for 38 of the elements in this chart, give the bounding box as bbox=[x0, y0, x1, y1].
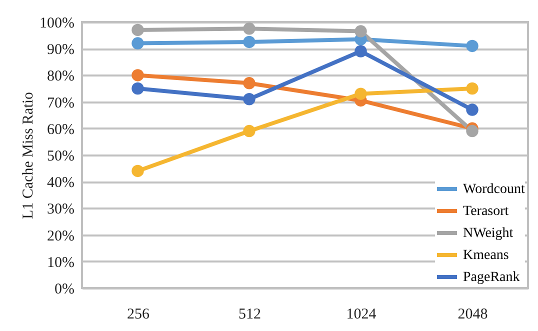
point bbox=[243, 22, 256, 35]
point bbox=[132, 37, 144, 50]
y-tick-label: 40% bbox=[47, 175, 74, 192]
y-tick-label: 20% bbox=[47, 228, 74, 244]
legend-label: PageRank bbox=[463, 270, 520, 285]
point bbox=[354, 45, 367, 58]
y-tick-label: 50% bbox=[47, 148, 74, 164]
point bbox=[243, 124, 256, 138]
point bbox=[466, 104, 478, 116]
point bbox=[132, 69, 144, 82]
y-tick-label: 100% bbox=[40, 16, 74, 32]
point bbox=[132, 24, 144, 36]
y-tick-label: 90% bbox=[47, 42, 74, 58]
point bbox=[243, 93, 256, 106]
y-tick-label: 70% bbox=[47, 95, 74, 112]
point bbox=[466, 124, 478, 138]
y-axis-title: L1 Cache Miss Ratio bbox=[20, 92, 37, 220]
point bbox=[132, 82, 144, 95]
y-tick-label: 10% bbox=[47, 254, 74, 271]
y-tick-label: 60% bbox=[47, 122, 74, 138]
x-tick-label: 512 bbox=[238, 306, 261, 322]
y-tick-label: 0% bbox=[54, 282, 74, 298]
legend-label: Terasort bbox=[463, 204, 509, 219]
point bbox=[132, 164, 144, 178]
y-tick-label: 30% bbox=[47, 202, 74, 218]
legend-label: Wordcount bbox=[463, 182, 525, 197]
legend-label: Kmeans bbox=[463, 248, 509, 263]
point bbox=[354, 88, 367, 100]
point bbox=[354, 25, 367, 38]
x-tick-label: 2048 bbox=[458, 306, 488, 322]
point bbox=[243, 36, 256, 48]
point bbox=[243, 77, 256, 90]
point bbox=[466, 40, 478, 52]
legend-label: NWeight bbox=[463, 226, 514, 241]
y-tick-label: 80% bbox=[47, 68, 74, 85]
point bbox=[466, 82, 478, 95]
x-tick-label: 256 bbox=[127, 306, 150, 322]
x-tick-label: 1024 bbox=[346, 306, 377, 322]
